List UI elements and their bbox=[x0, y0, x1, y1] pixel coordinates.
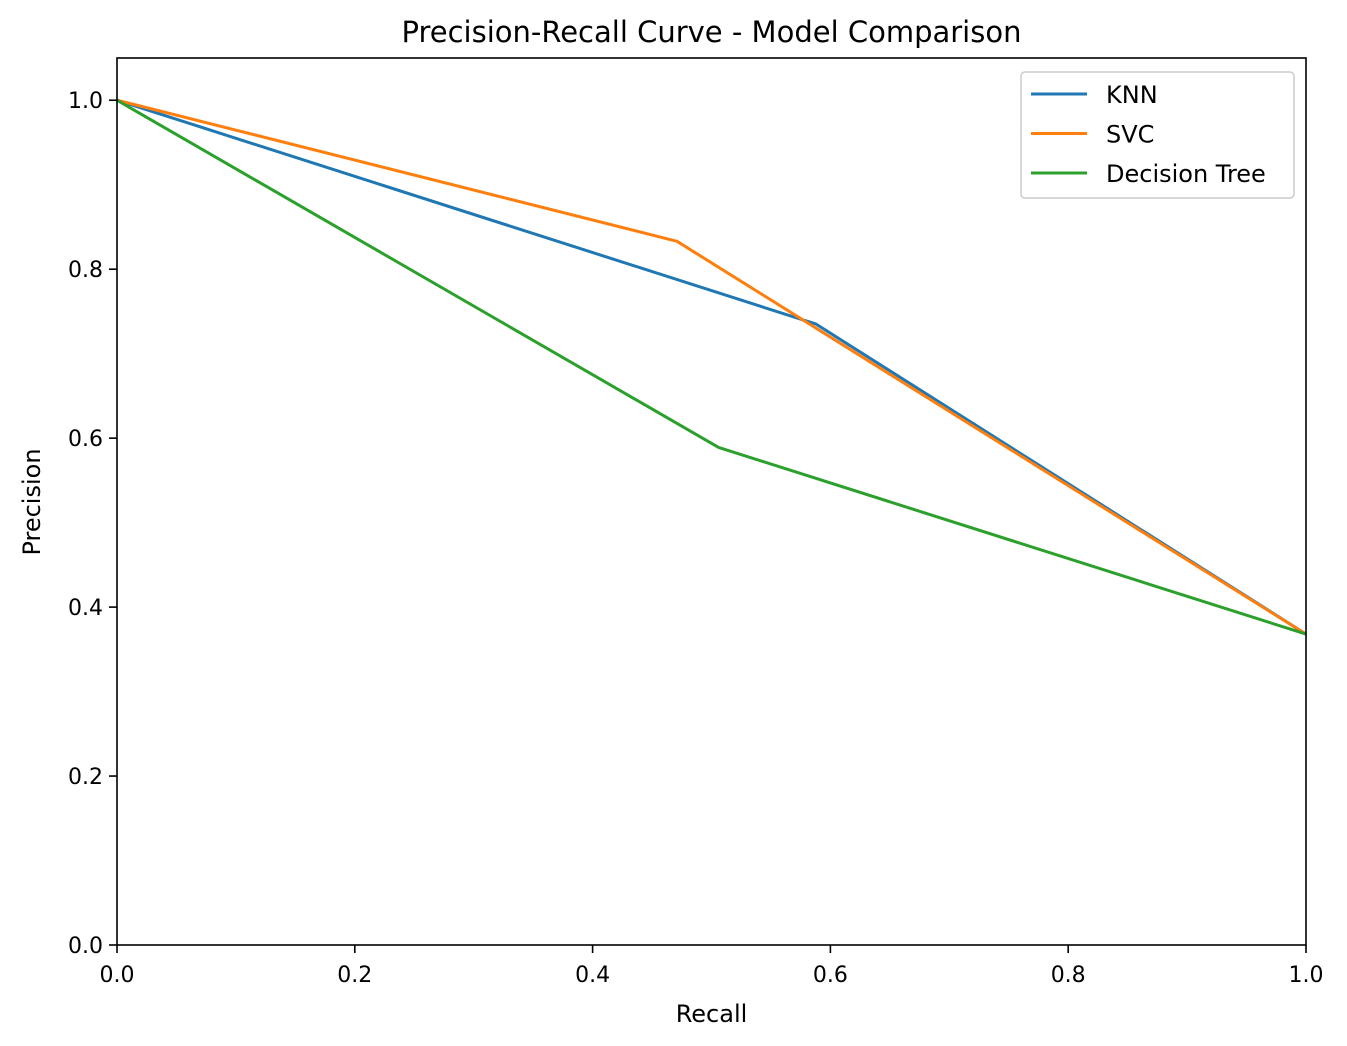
series-line-svc bbox=[116, 98, 1307, 636]
y-axis-ticks: 0.0 0.2 0.4 0.6 0.8 1.0 bbox=[68, 89, 117, 959]
legend-label: SVC bbox=[1106, 121, 1154, 149]
x-tick-label: 0.8 bbox=[1051, 963, 1086, 988]
x-tick-label: 0.2 bbox=[337, 963, 372, 988]
y-tick-label: 0.2 bbox=[68, 765, 103, 790]
x-axis-label: Recall bbox=[676, 1000, 748, 1028]
y-tick-label: 0.6 bbox=[68, 427, 103, 452]
legend-box bbox=[1020, 71, 1295, 199]
x-tick-label: 1.0 bbox=[1289, 963, 1324, 988]
x-tick-label: 0.0 bbox=[100, 963, 135, 988]
x-tick-label: 0.6 bbox=[813, 963, 848, 988]
x-tick-label: 0.4 bbox=[575, 963, 610, 988]
legend-label: Decision Tree bbox=[1106, 160, 1266, 188]
legend-label: KNN bbox=[1106, 81, 1158, 109]
y-tick-label: 1.0 bbox=[68, 89, 103, 114]
plot-area bbox=[116, 57, 1307, 946]
y-tick-label: 0.0 bbox=[68, 934, 103, 959]
y-tick-label: 0.8 bbox=[68, 258, 103, 283]
series-lines bbox=[116, 98, 1307, 636]
legend-entries: KNN SVC Decision Tree bbox=[1031, 81, 1266, 188]
chart-title: Precision-Recall Curve - Model Compariso… bbox=[402, 15, 1022, 49]
series-line-decision-tree bbox=[116, 98, 1307, 636]
legend: KNN SVC Decision Tree bbox=[1020, 71, 1295, 199]
y-axis-label: Precision bbox=[18, 448, 46, 555]
plot-background bbox=[117, 58, 1306, 945]
plot-frame bbox=[116, 57, 1307, 946]
x-axis-ticks: 0.0 0.2 0.4 0.6 0.8 1.0 bbox=[100, 945, 1324, 988]
y-tick-label: 0.4 bbox=[68, 596, 103, 621]
